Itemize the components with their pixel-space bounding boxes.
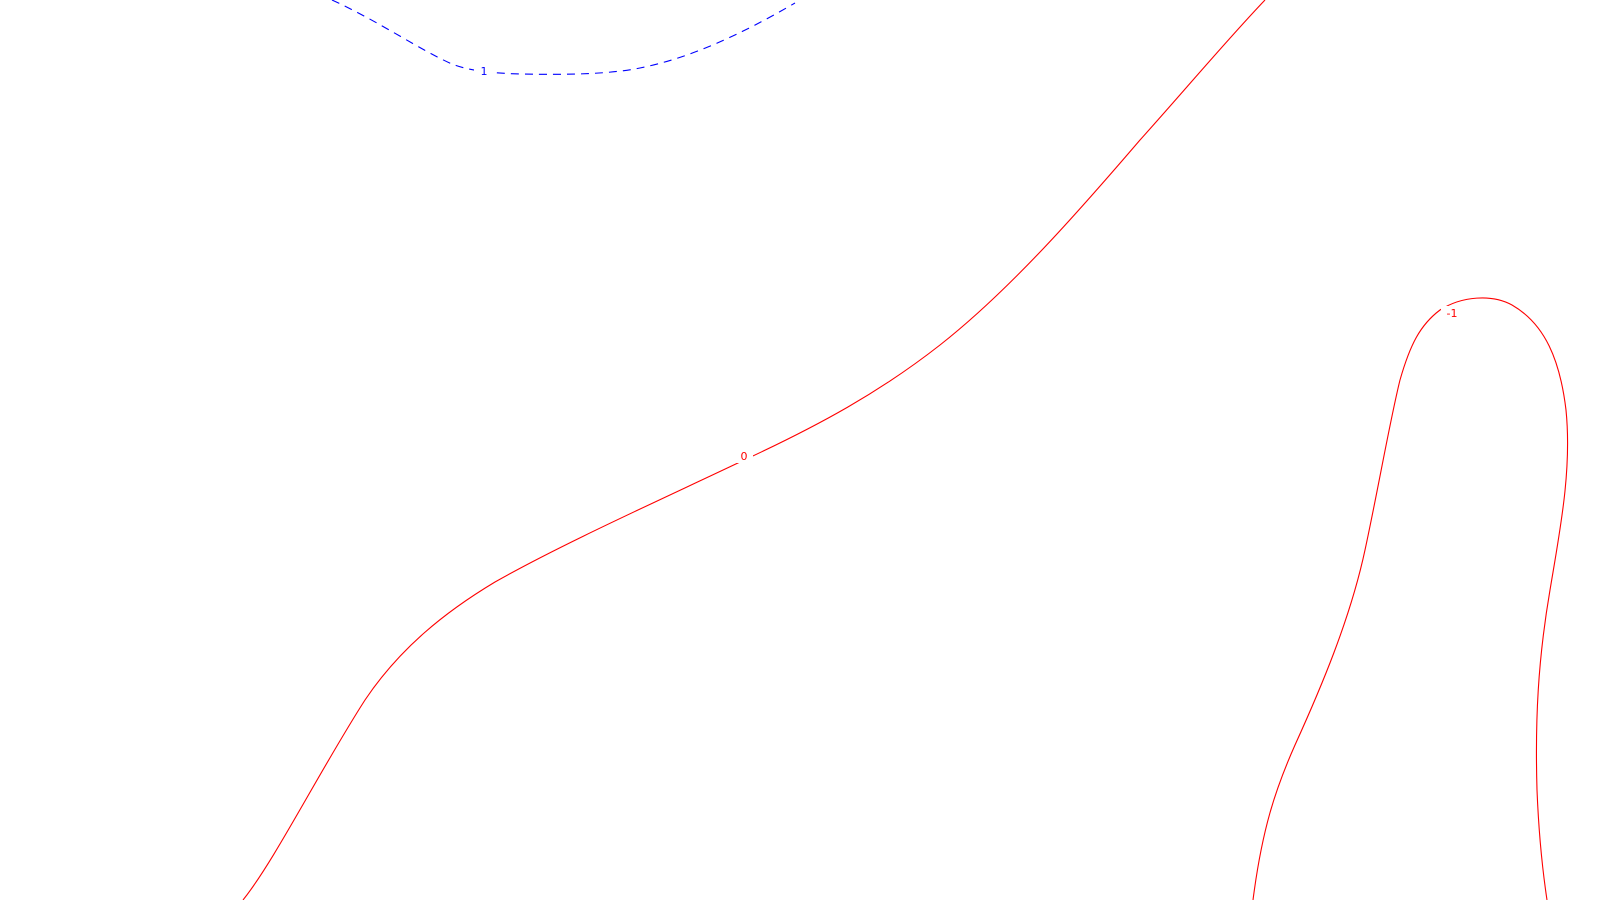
- contour-label-0: 0: [741, 450, 748, 463]
- contour-label-bg-1: [474, 64, 494, 78]
- contour-line-minus-1: [1252, 297, 1569, 900]
- contour-label-minus-1: -1: [1447, 307, 1458, 320]
- contour-line-1: [331, 0, 796, 75]
- contour-dashed-blue-1: 1: [331, 0, 796, 78]
- contour-label-bg-minus-1: [1441, 306, 1463, 320]
- contour-solid-red-minus-1: -1: [1252, 297, 1569, 900]
- contour-solid-red-0: 0: [242, 0, 1266, 900]
- contour-label-bg-0: [735, 449, 753, 463]
- contour-label-1: 1: [481, 65, 488, 78]
